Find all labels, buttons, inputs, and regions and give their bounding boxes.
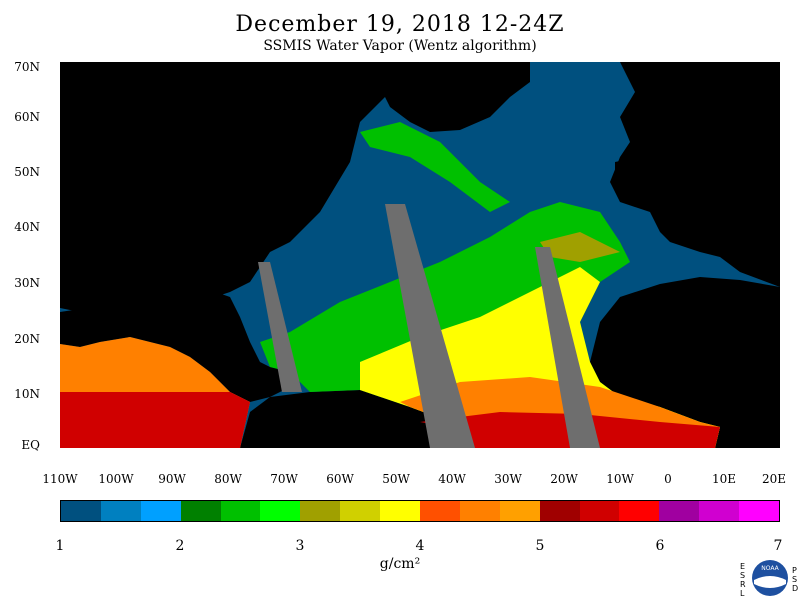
- color-scale-segment: [340, 501, 381, 521]
- lon-label: 100W: [98, 472, 134, 486]
- scale-tick-label: 7: [773, 538, 783, 554]
- lon-label: 0: [664, 472, 672, 486]
- lon-label: 70W: [270, 472, 298, 486]
- scale-tick-label: 6: [655, 538, 665, 554]
- lat-label: 60N: [14, 110, 40, 124]
- color-scale-segment: [300, 501, 341, 521]
- lon-label: 40W: [438, 472, 466, 486]
- lat-label: EQ: [21, 438, 40, 452]
- lat-label: 30N: [14, 276, 40, 290]
- color-scale-segment: [140, 501, 181, 521]
- svg-text:NOAA: NOAA: [761, 565, 779, 572]
- map-subtitle: SSMIS Water Vapor (Wentz algorithm): [263, 38, 537, 54]
- lat-label: 40N: [14, 220, 40, 234]
- lat-label: 20N: [14, 332, 40, 346]
- map-title: December 19, 2018 12-24Z: [235, 12, 565, 37]
- color-scale-segment: [260, 501, 301, 521]
- lon-label: 50W: [382, 472, 410, 486]
- color-scale-segment: [499, 501, 540, 521]
- color-scale-segment: [539, 501, 580, 521]
- scale-tick-label: 3: [295, 538, 305, 554]
- lon-label: 10W: [606, 472, 634, 486]
- water-vapor-map: [60, 62, 780, 448]
- scale-tick-label: 2: [175, 538, 185, 554]
- color-scale-segment: [579, 501, 620, 521]
- color-scale-segment: [220, 501, 261, 521]
- color-scale-segment: [420, 501, 460, 521]
- lat-label: 10N: [14, 387, 40, 401]
- color-scale-segment: [180, 501, 221, 521]
- color-scale-bar: [60, 500, 780, 522]
- lat-label: 50N: [14, 165, 40, 179]
- map-field: [60, 62, 780, 448]
- lat-label: 70N: [14, 60, 40, 74]
- color-scale-segment: [659, 501, 700, 521]
- color-scale-segment: [619, 501, 660, 521]
- color-scale-segment: [380, 501, 421, 521]
- color-scale-segment: [739, 501, 780, 521]
- lon-label: 60W: [326, 472, 354, 486]
- scale-tick-label: 1: [55, 538, 65, 554]
- scale-tick-label: 5: [535, 538, 545, 554]
- lon-label: 90W: [158, 472, 186, 486]
- lon-label: 110W: [42, 472, 78, 486]
- lon-label: 30W: [494, 472, 522, 486]
- color-scale-segment: [61, 501, 101, 521]
- color-scale-segment: [100, 501, 141, 521]
- color-scale-segment: [699, 501, 740, 521]
- lon-label: 20E: [761, 472, 787, 486]
- color-scale-segment: [459, 501, 500, 521]
- scale-tick-label: 4: [415, 538, 425, 554]
- noaa-emblem-icon: NOAA: [752, 560, 788, 596]
- lon-label: 80W: [214, 472, 242, 486]
- lon-label: 20W: [550, 472, 578, 486]
- lon-label: 10E: [711, 472, 737, 486]
- units-label: g/cm²: [379, 556, 421, 572]
